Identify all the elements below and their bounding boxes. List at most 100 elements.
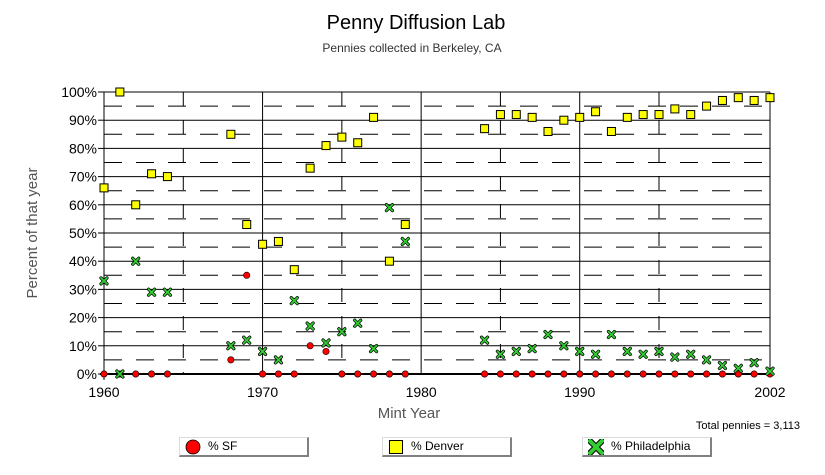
x-tick-label: 1980 (406, 384, 437, 400)
denver-point (384, 256, 394, 266)
philadelphia-point (559, 341, 569, 351)
denver-point (289, 265, 299, 275)
sf-point (401, 370, 409, 378)
x-axis-label: Mint Year (378, 405, 441, 422)
sf-point (148, 370, 156, 378)
sf-point (623, 370, 631, 378)
denver-point (337, 132, 347, 142)
philadelphia-point (701, 355, 712, 365)
sf-point (132, 370, 140, 378)
philadelphia-point (99, 276, 109, 286)
legend-denver-button[interactable]: % Denver (382, 437, 512, 457)
philadelphia-point (131, 256, 141, 266)
denver-point (654, 110, 664, 120)
chart-subtitle: Pennies collected in Berkeley, CA (322, 41, 501, 55)
philadelphia-point (511, 346, 521, 357)
sf-point (227, 356, 235, 364)
sf-point (370, 370, 378, 378)
sf-point (671, 370, 679, 378)
philadelphia-point (638, 349, 648, 359)
legend-sf-label: % SF (208, 439, 238, 453)
tick-labels: 0% 10% 20% 30% 40% 50% 60% 70% 80% 90% 100% 1960 197… (61, 84, 786, 400)
sf-point (290, 370, 298, 378)
philadelphia-point (495, 349, 506, 359)
denver-point (480, 124, 490, 134)
sf-point (243, 271, 251, 279)
chart-title: Penny Diffusion Lab (327, 12, 506, 34)
denver-point (99, 183, 109, 193)
sf-point (259, 370, 267, 378)
philadelphia-point (226, 341, 236, 351)
sf-point (322, 347, 330, 355)
denver-point (495, 110, 505, 120)
philadelphia-point (575, 346, 585, 357)
axes (98, 91, 770, 380)
sf-point (306, 342, 314, 350)
philadelphia-point (606, 329, 617, 340)
denver-point (559, 115, 569, 125)
y-tick-label: 0% (77, 366, 97, 382)
y-tick-label: 20% (69, 310, 97, 326)
legend-philadelphia-button[interactable]: % Philadelphia (582, 437, 712, 457)
philadelphia-point (115, 369, 125, 379)
y-tick-label: 10% (69, 338, 97, 354)
sf-point (274, 370, 282, 378)
philadelphia-point (321, 338, 331, 348)
denver-point (591, 107, 601, 117)
denver-point (749, 95, 759, 105)
philadelphia-point (543, 329, 553, 340)
sf-point (687, 370, 695, 378)
sf-point (750, 370, 758, 378)
philadelphia-point (368, 344, 379, 354)
denver-point (353, 138, 363, 148)
philadelphia-point (242, 335, 252, 345)
sf-point (560, 370, 568, 378)
y-tick-label: 30% (69, 281, 97, 297)
y-tick-label: 40% (69, 253, 97, 269)
sf-point (354, 370, 362, 378)
y-tick-label: 100% (61, 84, 97, 100)
sf-point (163, 370, 171, 378)
philadelphia-point (257, 346, 268, 357)
legend-sf-button[interactable]: % SF (179, 437, 309, 457)
philadelphia-point (765, 366, 775, 376)
sf-point (100, 370, 108, 378)
legend-denver-label: % Denver (411, 439, 464, 453)
denver-point (511, 110, 521, 120)
yellow-square-icon (389, 440, 403, 454)
denver-point (321, 141, 331, 151)
sf-point (639, 370, 647, 378)
philadelphia-point (622, 346, 632, 357)
denver-point (638, 110, 648, 120)
philadelphia-point (384, 203, 395, 213)
sf-point (338, 370, 346, 378)
philadelphia-point (733, 363, 743, 373)
philadelphia-point (590, 349, 601, 359)
sf-point (655, 370, 663, 378)
denver-point (242, 220, 252, 230)
sf-point (496, 370, 504, 378)
philadelphia-point (686, 349, 696, 359)
philadelphia-point (670, 352, 680, 362)
sf-point (544, 370, 552, 378)
x-tick-label: 1990 (564, 384, 595, 400)
denver-point (702, 101, 712, 111)
x-tick-label: 1970 (247, 384, 278, 400)
philadelphia-point (527, 344, 537, 354)
sf-point (607, 370, 615, 378)
denver-point (622, 112, 632, 122)
sf-point (512, 370, 520, 378)
sf-point (385, 370, 393, 378)
denver-point (686, 110, 696, 120)
y-tick-label: 60% (69, 197, 97, 213)
philadelphia-point (749, 358, 759, 368)
y-axis-label: Percent of that year (24, 168, 41, 299)
philadelphia-point (353, 318, 363, 328)
denver-point (131, 200, 141, 210)
denver-point (258, 239, 268, 249)
data-points (99, 87, 775, 379)
philadelphia-point (400, 236, 410, 247)
denver-point (226, 129, 236, 139)
y-tick-label: 50% (69, 225, 97, 241)
